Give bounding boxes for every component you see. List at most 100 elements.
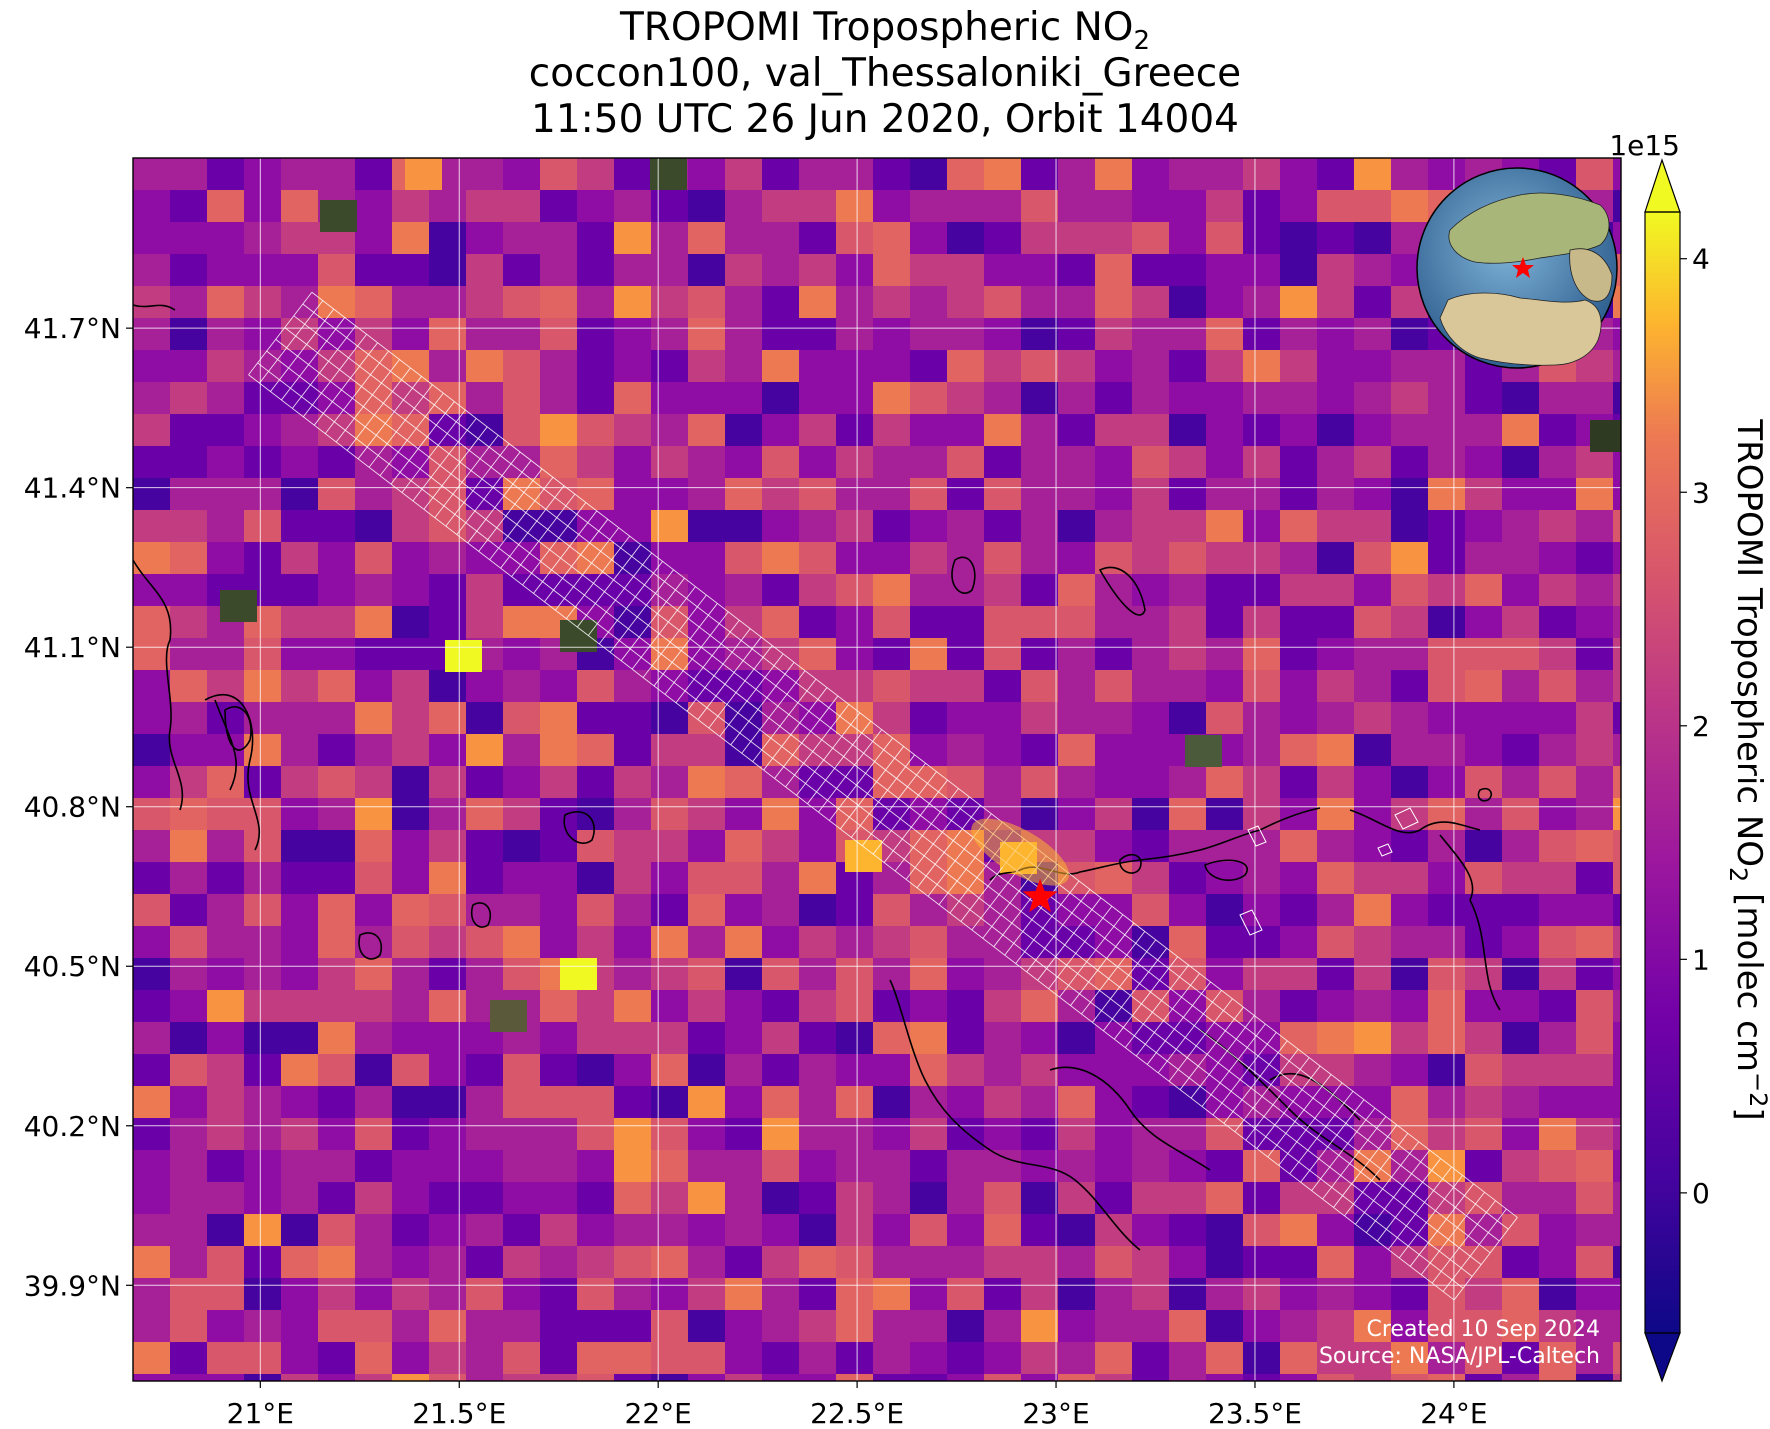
no2-pixel bbox=[429, 990, 467, 1023]
no2-pixel bbox=[207, 958, 245, 991]
no2-pixel bbox=[762, 1022, 800, 1055]
swath-cross-line bbox=[796, 712, 861, 796]
no2-pixel bbox=[429, 318, 467, 351]
no2-pixel bbox=[688, 254, 726, 287]
no2-pixel bbox=[1169, 1278, 1207, 1311]
no2-pixel bbox=[1465, 670, 1503, 703]
no2-pixel bbox=[1280, 990, 1318, 1023]
no2-pixel bbox=[355, 702, 393, 735]
no2-pixel bbox=[466, 926, 504, 959]
no2-pixel bbox=[725, 1086, 763, 1119]
no2-pixel bbox=[1280, 830, 1318, 863]
no2-pixel bbox=[540, 670, 578, 703]
no2-pixel bbox=[133, 702, 171, 735]
lon-tick-label: 22°E bbox=[625, 1397, 692, 1429]
no2-pixel bbox=[466, 158, 504, 191]
no2-pixel bbox=[762, 542, 800, 575]
no2-pixel bbox=[207, 638, 245, 671]
no2-pixel bbox=[984, 1278, 1022, 1311]
no2-pixel bbox=[1021, 446, 1059, 479]
no2-pixel bbox=[1132, 1022, 1170, 1055]
no2-pixel bbox=[1095, 1150, 1133, 1183]
swath-cross-line bbox=[1398, 1175, 1463, 1259]
no2-pixel bbox=[688, 1342, 726, 1375]
no2-pixel bbox=[799, 382, 837, 415]
no2-pixel bbox=[1095, 286, 1133, 319]
no2-pixel bbox=[1132, 542, 1170, 575]
no2-pixel bbox=[1058, 894, 1096, 927]
no2-pixel bbox=[762, 1374, 800, 1381]
no2-pixel bbox=[133, 1182, 171, 1215]
no2-pixel bbox=[762, 894, 800, 927]
no2-pixel bbox=[1280, 254, 1318, 287]
no2-pixel bbox=[133, 510, 171, 543]
no2-pixel bbox=[762, 798, 800, 831]
no2-pixel bbox=[1391, 670, 1429, 703]
no2-pixel bbox=[355, 1182, 393, 1215]
no2-pixel bbox=[762, 1086, 800, 1119]
no2-pixel bbox=[651, 862, 689, 895]
no2-pixel bbox=[836, 190, 874, 223]
no2-pixel bbox=[1021, 766, 1059, 799]
no2-pixel bbox=[207, 862, 245, 895]
no2-pixel bbox=[220, 590, 257, 622]
no2-pixel bbox=[318, 830, 356, 863]
no2-pixel bbox=[540, 734, 578, 767]
swath-cross-line bbox=[335, 359, 400, 443]
no2-pixel bbox=[503, 606, 541, 639]
no2-pixel bbox=[1280, 222, 1318, 255]
no2-pixel bbox=[873, 542, 911, 575]
no2-pixel bbox=[1206, 382, 1244, 415]
no2-pixel bbox=[133, 222, 171, 255]
no2-pixel bbox=[1317, 1310, 1355, 1343]
no2-pixel bbox=[1317, 382, 1355, 415]
no2-pixel bbox=[577, 478, 615, 511]
swath-cross-line bbox=[555, 527, 620, 611]
no2-pixel bbox=[577, 1278, 615, 1311]
no2-pixel bbox=[1243, 1150, 1281, 1183]
no2-pixel bbox=[984, 1342, 1022, 1375]
no2-pixel bbox=[614, 1310, 652, 1343]
swath-cross-line bbox=[379, 392, 444, 476]
no2-pixel bbox=[1132, 478, 1170, 511]
no2-pixel bbox=[947, 414, 985, 447]
no2-pixel bbox=[318, 1118, 356, 1151]
no2-pixel bbox=[725, 1118, 763, 1151]
no2-pixel bbox=[1391, 702, 1429, 735]
no2-pixel bbox=[651, 254, 689, 287]
swath-cross-line bbox=[1124, 964, 1189, 1048]
no2-pixel bbox=[1354, 1278, 1392, 1311]
no2-pixel bbox=[1132, 1310, 1170, 1343]
no2-pixel bbox=[651, 1374, 689, 1381]
no2-pixel bbox=[540, 862, 578, 895]
no2-pixel bbox=[873, 158, 911, 191]
no2-pixel bbox=[725, 894, 763, 927]
no2-pixel bbox=[1613, 286, 1621, 319]
no2-pixel bbox=[762, 382, 800, 415]
no2-pixel bbox=[133, 254, 171, 287]
no2-pixel bbox=[1354, 382, 1392, 415]
no2-pixel bbox=[1502, 510, 1540, 543]
map-gridlines bbox=[133, 158, 1621, 1381]
no2-pixel bbox=[1095, 190, 1133, 223]
no2-pixel bbox=[1058, 1086, 1096, 1119]
no2-pixel bbox=[170, 606, 208, 639]
no2-pixel bbox=[318, 1214, 356, 1247]
no2-pixel bbox=[1428, 958, 1466, 991]
no2-pixel bbox=[836, 542, 874, 575]
no2-pixel bbox=[207, 478, 245, 511]
no2-pixel bbox=[1169, 638, 1207, 671]
swath-cross-line bbox=[1333, 1124, 1398, 1208]
no2-pixel bbox=[281, 958, 319, 991]
swath-cross-line bbox=[894, 788, 959, 872]
no2-pixel bbox=[1132, 1214, 1170, 1247]
no2-pixel bbox=[281, 766, 319, 799]
no2-pixel bbox=[1502, 1182, 1540, 1215]
swath-along-line bbox=[302, 303, 1509, 1230]
no2-pixel bbox=[355, 1214, 393, 1247]
no2-pixel bbox=[1021, 670, 1059, 703]
no2-pixel bbox=[429, 190, 467, 223]
no2-pixel bbox=[1539, 542, 1577, 575]
no2-pixel bbox=[318, 766, 356, 799]
